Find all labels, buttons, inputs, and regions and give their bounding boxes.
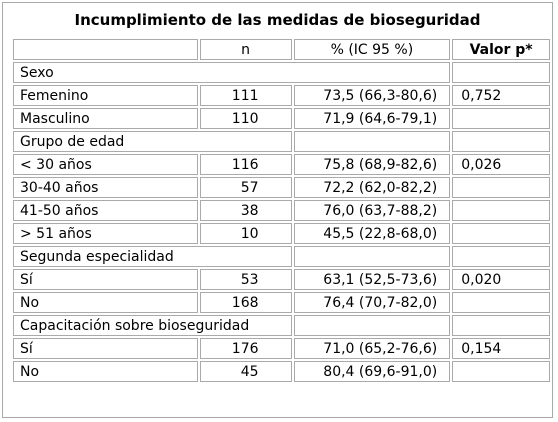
row-label: Femenino bbox=[13, 85, 198, 106]
p-value-cell bbox=[452, 108, 550, 129]
pct-cell: 73,5 (66,3-80,6) bbox=[293, 85, 451, 106]
row-label: < 30 años bbox=[13, 154, 198, 175]
header-cell: Valor p* bbox=[452, 39, 550, 60]
table-row: Masculino 110 71,9 (64,6-79,1) bbox=[13, 108, 550, 129]
row-label: No bbox=[13, 361, 198, 382]
pct-cell: 63,1 (52,5-73,6) bbox=[293, 269, 451, 290]
p-value-cell bbox=[452, 177, 550, 198]
table-row: Segunda especialidad bbox=[13, 246, 550, 267]
row-label: Sí bbox=[13, 338, 198, 359]
n-cell: 111 bbox=[199, 85, 292, 106]
row-label: No bbox=[13, 292, 198, 313]
table-body: n % (IC 95 %) Valor p* Sexo Femenino 111 73… bbox=[13, 39, 550, 382]
group-label: Grupo de edad bbox=[13, 131, 292, 152]
table-row: < 30 años 116 75,8 (68,9-82,6) 0,026 bbox=[13, 154, 550, 175]
empty-cell bbox=[452, 62, 550, 83]
pct-cell: 71,0 (65,2-76,6) bbox=[293, 338, 451, 359]
p-value-cell: 0,026 bbox=[452, 154, 550, 175]
table-row: Femenino 111 73,5 (66,3-80,6) 0,752 bbox=[13, 85, 550, 106]
header-cell: % (IC 95 %) bbox=[293, 39, 451, 60]
p-value-cell: 0,020 bbox=[452, 269, 550, 290]
p-value-cell bbox=[452, 200, 550, 221]
pct-cell: 80,4 (69,6-91,0) bbox=[293, 361, 451, 382]
table-row: Grupo de edad bbox=[13, 131, 550, 152]
group-label: Sexo bbox=[13, 62, 451, 83]
n-cell: 57 bbox=[199, 177, 292, 198]
n-cell: 110 bbox=[199, 108, 292, 129]
table-frame: Incumplimiento de las medidas de biosegu… bbox=[2, 2, 553, 418]
p-value-cell bbox=[452, 223, 550, 244]
header-cell bbox=[13, 39, 198, 60]
empty-cell bbox=[452, 315, 550, 336]
empty-cell bbox=[293, 246, 451, 267]
pct-cell: 76,0 (63,7-88,2) bbox=[293, 200, 451, 221]
p-value-cell bbox=[452, 361, 550, 382]
n-cell: 45 bbox=[199, 361, 292, 382]
empty-cell bbox=[293, 131, 451, 152]
p-value-cell: 0,752 bbox=[452, 85, 550, 106]
pct-cell: 45,5 (22,8-68,0) bbox=[293, 223, 451, 244]
table-row: Sexo bbox=[13, 62, 550, 83]
p-value-cell bbox=[452, 292, 550, 313]
row-label: Masculino bbox=[13, 108, 198, 129]
n-cell: 176 bbox=[199, 338, 292, 359]
n-cell: 38 bbox=[199, 200, 292, 221]
table-row: > 51 años 10 45,5 (22,8-68,0) bbox=[13, 223, 550, 244]
empty-cell bbox=[293, 315, 451, 336]
header-row: n % (IC 95 %) Valor p* bbox=[13, 39, 550, 60]
row-label: 41-50 años bbox=[13, 200, 198, 221]
table-row: Sí 53 63,1 (52,5-73,6) 0,020 bbox=[13, 269, 550, 290]
table-row: No 45 80,4 (69,6-91,0) bbox=[13, 361, 550, 382]
n-cell: 116 bbox=[199, 154, 292, 175]
data-table: n % (IC 95 %) Valor p* Sexo Femenino 111 73… bbox=[11, 37, 552, 384]
p-value-cell: 0,154 bbox=[452, 338, 550, 359]
table-row: Capacitación sobre bioseguridad bbox=[13, 315, 550, 336]
empty-cell bbox=[452, 246, 550, 267]
row-label: > 51 años bbox=[13, 223, 198, 244]
pct-cell: 75,8 (68,9-82,6) bbox=[293, 154, 451, 175]
n-cell: 10 bbox=[199, 223, 292, 244]
table-row: Sí 176 71,0 (65,2-76,6) 0,154 bbox=[13, 338, 550, 359]
empty-cell bbox=[452, 131, 550, 152]
n-cell: 168 bbox=[199, 292, 292, 313]
pct-cell: 76,4 (70,7-82,0) bbox=[293, 292, 451, 313]
group-label: Segunda especialidad bbox=[13, 246, 292, 267]
row-label: Sí bbox=[13, 269, 198, 290]
pct-cell: 71,9 (64,6-79,1) bbox=[293, 108, 451, 129]
row-label: 30-40 años bbox=[13, 177, 198, 198]
group-label: Capacitación sobre bioseguridad bbox=[13, 315, 292, 336]
header-cell: n bbox=[199, 39, 292, 60]
table-row: No 168 76,4 (70,7-82,0) bbox=[13, 292, 550, 313]
n-cell: 53 bbox=[199, 269, 292, 290]
table-row: 30-40 años 57 72,2 (62,0-82,2) bbox=[13, 177, 550, 198]
table-title: Incumplimiento de las medidas de biosegu… bbox=[74, 11, 481, 29]
table-row: 41-50 años 38 76,0 (63,7-88,2) bbox=[13, 200, 550, 221]
pct-cell: 72,2 (62,0-82,2) bbox=[293, 177, 451, 198]
